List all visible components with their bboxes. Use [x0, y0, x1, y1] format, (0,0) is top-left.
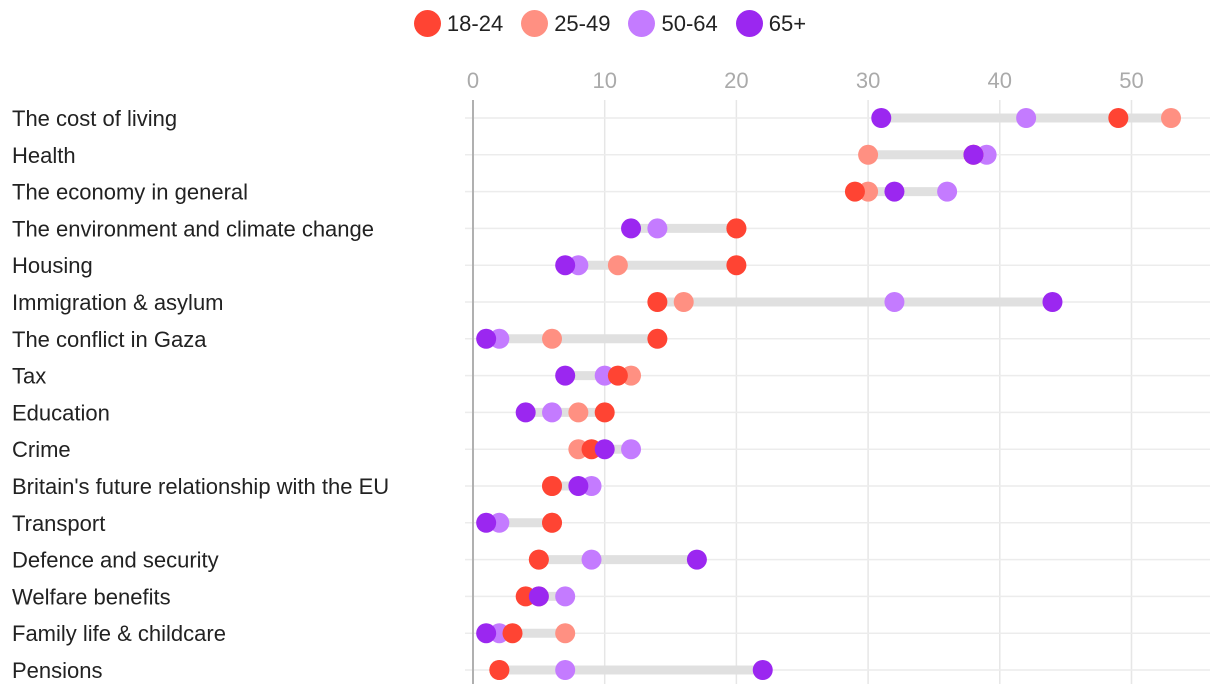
data-point-65-plus: [884, 181, 905, 202]
x-tick-label-0: 0: [467, 68, 479, 93]
x-tick-label-50: 50: [1119, 68, 1143, 93]
category-label: Family life & childcare: [12, 621, 226, 646]
legend-item-50-64: 50-64: [628, 10, 718, 37]
category-label: Housing: [12, 253, 93, 278]
data-point-50-64: [542, 402, 563, 423]
data-point-50-64: [1016, 108, 1037, 128]
legend-swatch-25-49: [521, 10, 549, 37]
legend-label-65-plus: 65+: [768, 10, 807, 36]
data-point-65-plus: [476, 623, 497, 644]
data-point-50-64: [884, 292, 905, 312]
data-point-65-plus: [555, 255, 576, 276]
legend-label-25-49: 25-49: [554, 10, 611, 36]
legend-swatch-50-64: [628, 10, 656, 37]
data-point-25-49: [568, 402, 589, 423]
data-point-18-24: [489, 660, 510, 680]
x-tick-label-30: 30: [856, 68, 880, 93]
data-point-25-49: [673, 292, 694, 312]
data-point-65-plus: [528, 586, 549, 607]
data-point-25-49: [607, 255, 628, 276]
category-label: Immigration & asylum: [12, 290, 224, 315]
data-point-50-64: [937, 181, 958, 202]
category-label: Health: [12, 143, 76, 168]
data-point-65-plus: [476, 512, 497, 533]
data-point-18-24: [542, 476, 563, 496]
data-point-65-plus: [568, 476, 589, 496]
data-point-18-24: [647, 328, 668, 349]
data-point-65-plus: [963, 144, 984, 165]
data-point-50-64: [621, 439, 642, 460]
data-point-25-49: [542, 328, 563, 349]
category-label: Defence and security: [12, 548, 219, 573]
x-tick-label-20: 20: [724, 68, 748, 93]
data-point-25-49: [858, 144, 879, 165]
legend: 18-24 25-49 50-64 65+: [0, 10, 1220, 37]
legend-swatch-18-24: [413, 10, 441, 37]
data-point-18-24: [726, 218, 747, 239]
data-point-25-49: [555, 623, 576, 644]
legend-swatch-65-plus: [735, 10, 763, 37]
data-point-65-plus: [871, 108, 892, 128]
data-point-65-plus: [621, 218, 642, 239]
legend-item-18-24: 18-24: [413, 10, 504, 37]
data-point-18-24: [844, 181, 865, 202]
category-label: The cost of living: [12, 106, 177, 131]
data-point-50-64: [647, 218, 668, 239]
data-point-50-64: [555, 660, 576, 680]
data-point-18-24: [542, 512, 563, 533]
data-point-18-24: [647, 292, 668, 312]
data-point-50-64: [555, 586, 576, 607]
category-label: Britain's future relationship with the E…: [12, 474, 389, 499]
data-point-18-24: [528, 549, 549, 570]
data-point-65-plus: [515, 402, 536, 423]
data-point-65-plus: [594, 439, 615, 460]
legend-label-18-24: 18-24: [446, 10, 504, 36]
category-label: Pensions: [12, 658, 103, 683]
legend-item-65-plus: 65+: [735, 10, 807, 37]
category-label: The economy in general: [12, 180, 248, 205]
data-point-18-24: [502, 623, 523, 644]
category-label: Crime: [12, 437, 71, 462]
category-label: The conflict in Gaza: [12, 327, 207, 352]
legend-item-25-49: 25-49: [521, 10, 610, 37]
data-point-65-plus: [1042, 292, 1063, 312]
data-point-65-plus: [752, 660, 773, 680]
data-point-50-64: [581, 549, 602, 570]
data-point-65-plus: [555, 365, 576, 386]
data-point-18-24: [1108, 108, 1129, 128]
data-point-65-plus: [686, 549, 707, 570]
data-point-25-49: [1161, 108, 1182, 128]
category-label: The environment and climate change: [12, 216, 374, 241]
data-point-65-plus: [476, 328, 497, 349]
category-label: Transport: [12, 511, 105, 536]
data-point-18-24: [594, 402, 615, 423]
category-label: Tax: [12, 364, 46, 389]
legend-label-50-64: 50-64: [661, 10, 718, 36]
x-tick-label-10: 10: [592, 68, 616, 93]
data-point-18-24: [726, 255, 747, 276]
category-label: Education: [12, 400, 110, 425]
data-point-18-24: [607, 365, 628, 386]
category-label: Welfare benefits: [12, 584, 171, 609]
x-tick-label-40: 40: [988, 68, 1012, 93]
